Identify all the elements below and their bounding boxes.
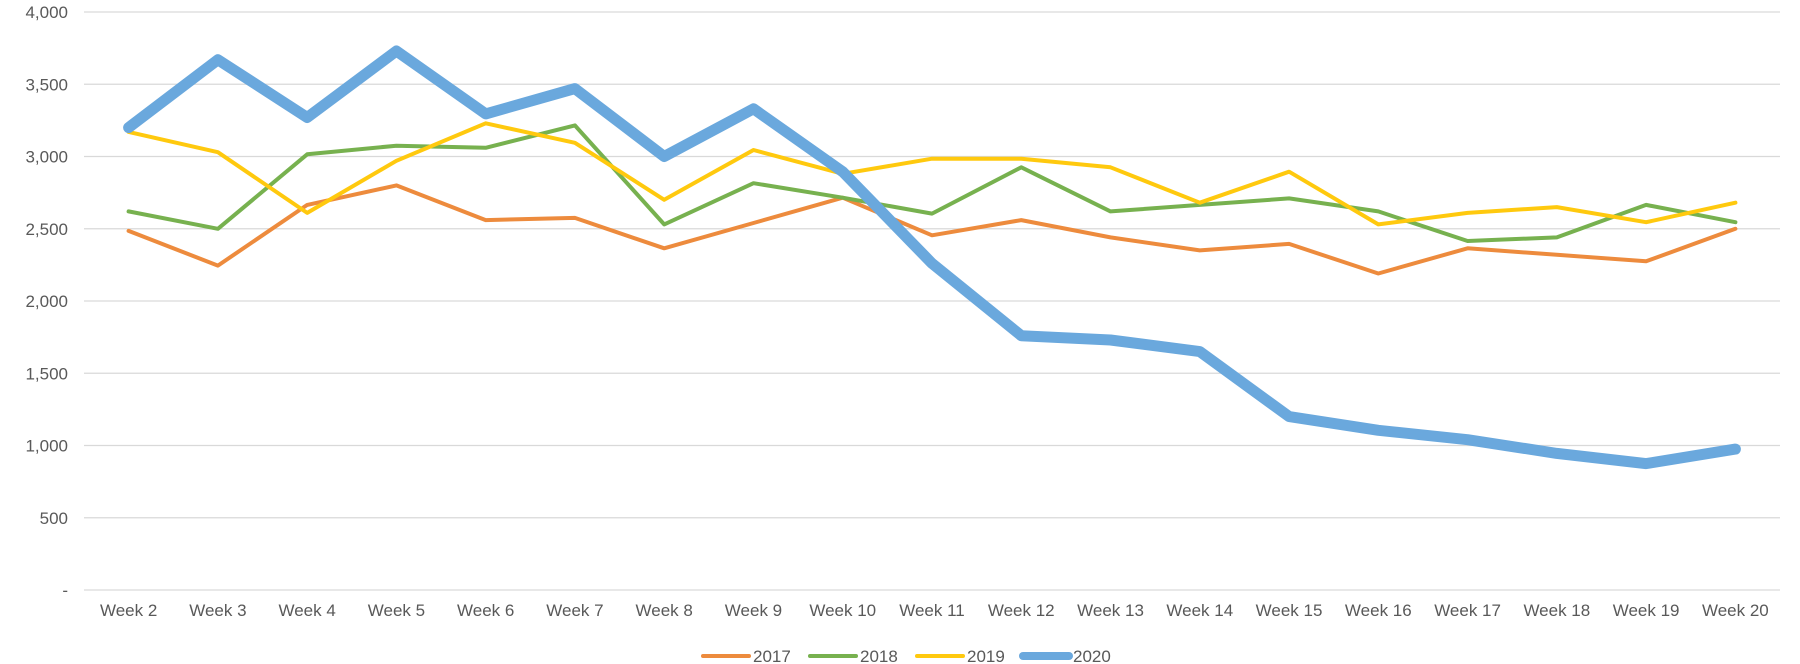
- series-line-2019: [126, 121, 1738, 227]
- series-lines: [123, 45, 1741, 470]
- gridlines: [84, 11, 1780, 591]
- x-tick-label: Week 6: [457, 601, 514, 620]
- series-line-2020: [123, 45, 1741, 470]
- y-tick-label: 2,000: [25, 292, 68, 311]
- legend-label-2018: 2018: [860, 647, 898, 664]
- x-tick-label: Week 4: [278, 601, 335, 620]
- x-tick-label: Week 8: [636, 601, 693, 620]
- x-tick-label: Week 5: [368, 601, 425, 620]
- x-tick-label: Week 14: [1166, 601, 1233, 620]
- legend: 2017 2018 2019 2020: [701, 647, 1111, 664]
- y-tick-label: 2,500: [25, 220, 68, 239]
- x-tick-label: Week 15: [1256, 601, 1323, 620]
- x-tick-label: Week 7: [546, 601, 603, 620]
- legend-label-2019: 2019: [967, 647, 1005, 664]
- x-tick-label: Week 11: [899, 601, 965, 620]
- x-tick-label: Week 2: [100, 601, 157, 620]
- y-tick-label: 1,500: [25, 364, 68, 383]
- x-tick-label: Week 17: [1434, 601, 1501, 620]
- series-line-2017: [126, 183, 1738, 276]
- y-tick-label: -: [62, 581, 68, 600]
- y-tick-label: 3,500: [25, 75, 68, 94]
- x-axis-tick-labels: Week 2 Week 3 Week 4 Week 5 Week 6 Week 7 Week…: [100, 601, 1769, 620]
- x-tick-label: Week 18: [1523, 601, 1590, 620]
- x-tick-label: Week 3: [189, 601, 246, 620]
- series-line-2018: [126, 123, 1738, 243]
- x-tick-label: Week 20: [1702, 601, 1769, 620]
- x-tick-label: Week 19: [1613, 601, 1680, 620]
- x-tick-label: Week 12: [988, 601, 1055, 620]
- x-tick-label: Week 13: [1077, 601, 1144, 620]
- y-tick-label: 1,000: [25, 437, 68, 456]
- x-tick-label: Week 16: [1345, 601, 1412, 620]
- legend-label-2017: 2017: [753, 647, 791, 664]
- y-tick-label: 500: [40, 509, 68, 528]
- y-axis-tick-labels: - 500 1,000 1,500 2,000 2,500 3,000 3,500 4,000: [25, 3, 68, 600]
- y-tick-label: 4,000: [25, 3, 68, 22]
- legend-label-2020: 2020: [1073, 647, 1111, 664]
- x-tick-label: Week 9: [725, 601, 782, 620]
- y-tick-label: 3,000: [25, 148, 68, 167]
- x-tick-label: Week 10: [809, 601, 876, 620]
